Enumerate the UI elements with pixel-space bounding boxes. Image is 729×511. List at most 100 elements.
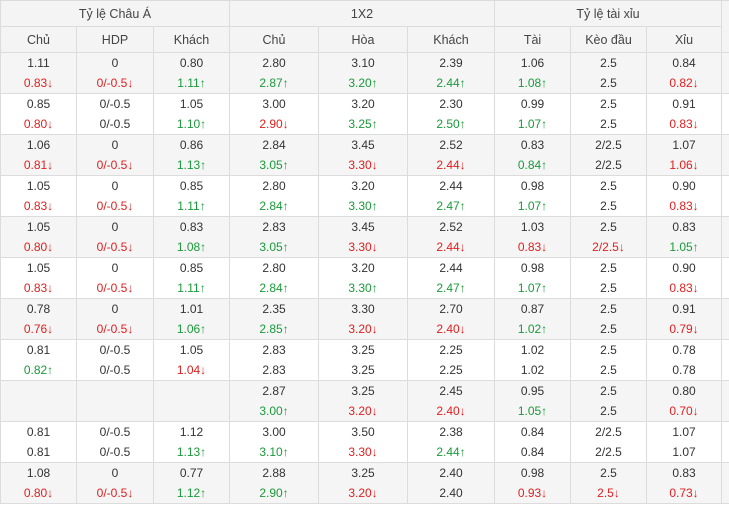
- odds-cell[interactable]: [76, 380, 154, 422]
- odds-cell[interactable]: 0.85 1.11↑: [153, 175, 230, 217]
- odds-cell[interactable]: 0.90 0.83↓: [646, 175, 722, 217]
- odds-cell[interactable]: 2.88 2.90↑: [229, 462, 319, 504]
- odds-cell[interactable]: 3.00 2.90↓: [229, 93, 319, 135]
- odds-cell[interactable]: 2.39 2.44↑: [407, 52, 495, 94]
- odds-cell[interactable]: 2.83 3.05↑: [229, 216, 319, 258]
- odds-cell[interactable]: 2.5 2.5↓: [570, 462, 647, 504]
- odds-cell[interactable]: 1.12 1.13↑: [153, 421, 230, 463]
- odds-cell[interactable]: 0.87 1.02↑: [494, 298, 571, 340]
- odds-cell[interactable]: 1.05 0.83↓: [0, 175, 77, 217]
- odds-cell[interactable]: 3.20 3.30↑: [318, 175, 408, 217]
- odds-cell[interactable]: 1.05 0.83↓: [0, 257, 77, 299]
- odds-cell[interactable]: 0.80 0.70↓: [646, 380, 722, 422]
- odds-cell[interactable]: 0.99 1.07↑: [494, 93, 571, 135]
- scrollbar-track[interactable]: [721, 134, 729, 176]
- odds-cell[interactable]: 0 0/-0.5↓: [76, 216, 154, 258]
- odds-cell[interactable]: 0 0/-0.5↓: [76, 52, 154, 94]
- odds-cell[interactable]: 1.05 1.10↑: [153, 93, 230, 135]
- odds-cell[interactable]: 2.5 2.5: [570, 52, 647, 94]
- odds-cell[interactable]: 2.5 2.5: [570, 175, 647, 217]
- odds-cell[interactable]: 0.81 0.81: [0, 421, 77, 463]
- odds-cell[interactable]: 0.83 1.08↑: [153, 216, 230, 258]
- odds-cell[interactable]: 0 0/-0.5↓: [76, 298, 154, 340]
- odds-cell[interactable]: 2.5 2/2.5↓: [570, 216, 647, 258]
- odds-cell[interactable]: [0, 380, 77, 422]
- odds-cell[interactable]: 0 0/-0.5↓: [76, 257, 154, 299]
- odds-cell[interactable]: 2.40 2.40: [407, 462, 495, 504]
- odds-cell[interactable]: 2.45 2.40↓: [407, 380, 495, 422]
- odds-cell[interactable]: 2.5 2.5: [570, 93, 647, 135]
- odds-cell[interactable]: 3.45 3.30↓: [318, 216, 408, 258]
- scrollbar-track[interactable]: [721, 339, 729, 381]
- odds-cell[interactable]: 0 0/-0.5↓: [76, 175, 154, 217]
- odds-cell[interactable]: 1.11 0.83↓: [0, 52, 77, 94]
- odds-cell[interactable]: 3.20 3.30↑: [318, 257, 408, 299]
- odds-cell[interactable]: 2.25 2.25: [407, 339, 495, 381]
- odds-cell[interactable]: 0.77 1.12↑: [153, 462, 230, 504]
- odds-cell[interactable]: 3.25 3.20↓: [318, 380, 408, 422]
- scrollbar-track[interactable]: [721, 93, 729, 135]
- odds-cell[interactable]: 2.70 2.40↓: [407, 298, 495, 340]
- odds-cell[interactable]: 3.00 3.10↑: [229, 421, 319, 463]
- scrollbar-track[interactable]: [721, 52, 729, 94]
- odds-cell[interactable]: 0.98 0.93↓: [494, 462, 571, 504]
- odds-cell[interactable]: 2.87 3.00↑: [229, 380, 319, 422]
- odds-cell[interactable]: 0.91 0.79↓: [646, 298, 722, 340]
- odds-cell[interactable]: 2.5 2.5: [570, 380, 647, 422]
- odds-cell[interactable]: 0.98 1.07↑: [494, 175, 571, 217]
- odds-cell[interactable]: 1.05 1.04↓: [153, 339, 230, 381]
- scrollbar-track[interactable]: [721, 421, 729, 463]
- odds-cell[interactable]: 2.80 2.84↑: [229, 175, 319, 217]
- odds-cell[interactable]: 1.06 0.81↓: [0, 134, 77, 176]
- odds-cell[interactable]: 0 0/-0.5↓: [76, 134, 154, 176]
- odds-cell[interactable]: 2.80 2.84↑: [229, 257, 319, 299]
- odds-cell[interactable]: 2.38 2.44↑: [407, 421, 495, 463]
- odds-cell[interactable]: 3.10 3.20↑: [318, 52, 408, 94]
- odds-cell[interactable]: 1.03 0.83↓: [494, 216, 571, 258]
- odds-cell[interactable]: 1.02 1.02: [494, 339, 571, 381]
- odds-cell[interactable]: 2.52 2.44↓: [407, 216, 495, 258]
- scrollbar-track[interactable]: [721, 257, 729, 299]
- odds-cell[interactable]: 0.85 1.11↑: [153, 257, 230, 299]
- odds-cell[interactable]: 2.52 2.44↓: [407, 134, 495, 176]
- odds-cell[interactable]: [153, 380, 230, 422]
- odds-cell[interactable]: 2.5 2.5: [570, 298, 647, 340]
- odds-cell[interactable]: 0.84 0.82↓: [646, 52, 722, 94]
- odds-cell[interactable]: 1.06 1.08↑: [494, 52, 571, 94]
- odds-cell[interactable]: 1.07 1.06↓: [646, 134, 722, 176]
- odds-cell[interactable]: 1.05 0.80↓: [0, 216, 77, 258]
- odds-cell[interactable]: 0.84 0.84: [494, 421, 571, 463]
- odds-cell[interactable]: 3.45 3.30↓: [318, 134, 408, 176]
- odds-cell[interactable]: 0.78 0.78: [646, 339, 722, 381]
- odds-cell[interactable]: 3.25 3.20↓: [318, 462, 408, 504]
- odds-cell[interactable]: 2/2.5 2/2.5: [570, 134, 647, 176]
- odds-cell[interactable]: 2.5 2.5: [570, 339, 647, 381]
- odds-cell[interactable]: 1.01 1.06↑: [153, 298, 230, 340]
- odds-cell[interactable]: 2.35 2.85↑: [229, 298, 319, 340]
- scrollbar-track[interactable]: [721, 380, 729, 422]
- odds-cell[interactable]: 0.81 0.82↑: [0, 339, 77, 381]
- odds-cell[interactable]: 0.80 1.11↑: [153, 52, 230, 94]
- odds-cell[interactable]: 0.83 0.84↑: [494, 134, 571, 176]
- odds-cell[interactable]: 0 0/-0.5↓: [76, 462, 154, 504]
- odds-cell[interactable]: 2.44 2.47↑: [407, 257, 495, 299]
- odds-cell[interactable]: 3.50 3.30↓: [318, 421, 408, 463]
- odds-cell[interactable]: 0/-0.5 0/-0.5: [76, 93, 154, 135]
- scrollbar-track[interactable]: [721, 175, 729, 217]
- odds-cell[interactable]: 0.90 0.83↓: [646, 257, 722, 299]
- odds-cell[interactable]: 0.95 1.05↑: [494, 380, 571, 422]
- odds-cell[interactable]: 0/-0.5 0/-0.5: [76, 339, 154, 381]
- odds-cell[interactable]: 0.83 0.73↓: [646, 462, 722, 504]
- odds-cell[interactable]: 0.86 1.13↑: [153, 134, 230, 176]
- odds-cell[interactable]: 0.98 1.07↑: [494, 257, 571, 299]
- odds-cell[interactable]: 3.20 3.25↑: [318, 93, 408, 135]
- odds-cell[interactable]: 0.78 0.76↓: [0, 298, 77, 340]
- odds-cell[interactable]: 1.08 0.80↓: [0, 462, 77, 504]
- odds-cell[interactable]: 0/-0.5 0/-0.5: [76, 421, 154, 463]
- odds-cell[interactable]: 3.25 3.25: [318, 339, 408, 381]
- odds-cell[interactable]: 1.07 1.07: [646, 421, 722, 463]
- scrollbar-track[interactable]: [721, 462, 729, 504]
- odds-cell[interactable]: 2.44 2.47↑: [407, 175, 495, 217]
- odds-cell[interactable]: 2.83 2.83: [229, 339, 319, 381]
- scrollbar-track[interactable]: [721, 216, 729, 258]
